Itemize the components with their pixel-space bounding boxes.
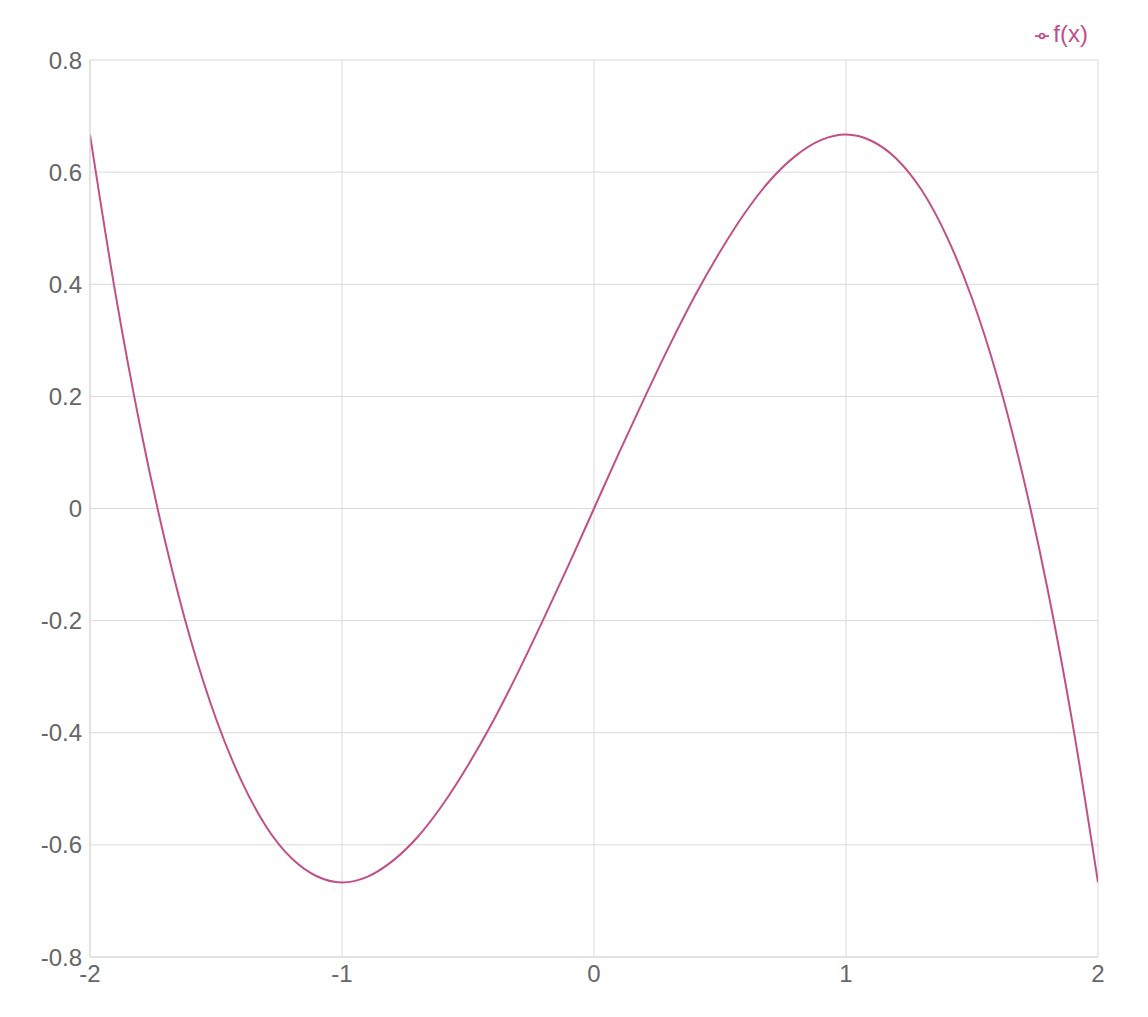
html-text:f(x): f(x) [1053,20,1088,47]
svg-text:-2: -2 [79,960,100,987]
svg-text:-0.8: -0.8 [41,944,82,971]
svg-text:0: 0 [69,495,82,522]
svg-text:0: 0 [587,960,600,987]
svg-text:-0.6: -0.6 [41,831,82,858]
svg-text:0.2: 0.2 [49,383,82,410]
svg-text:0.6: 0.6 [49,159,82,186]
svg-text:-1: -1 [331,960,352,987]
svg-text:1: 1 [839,960,852,987]
svg-text:-0.4: -0.4 [41,719,82,746]
svg-text:0.4: 0.4 [49,271,82,298]
svg-text:0.8: 0.8 [49,47,82,74]
svg-text:2: 2 [1091,960,1104,987]
svg-text:-0.2: -0.2 [41,607,82,634]
